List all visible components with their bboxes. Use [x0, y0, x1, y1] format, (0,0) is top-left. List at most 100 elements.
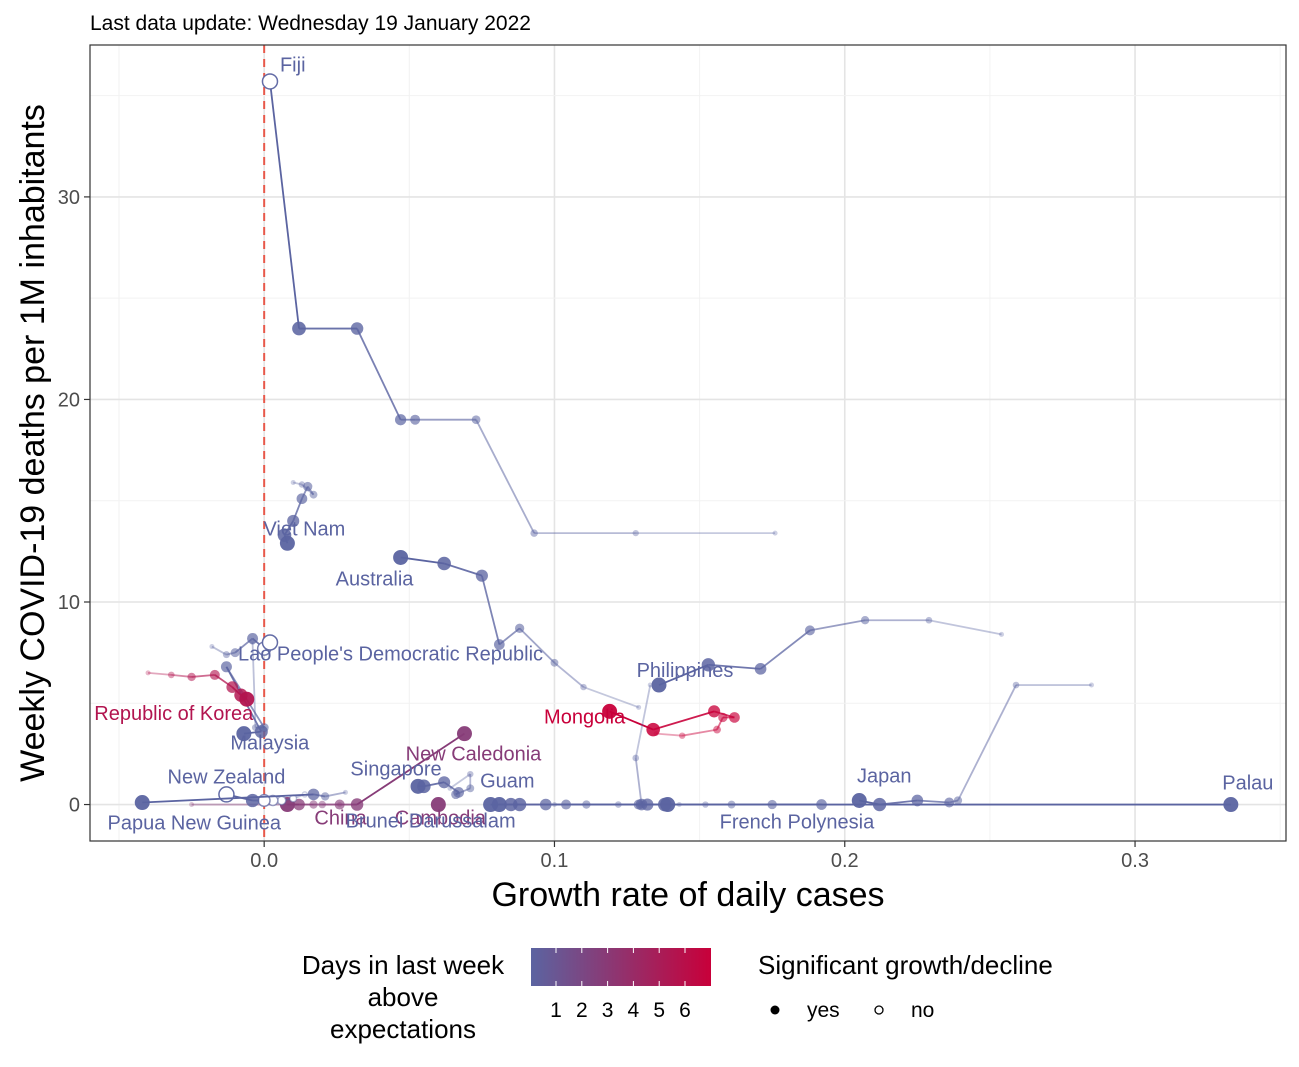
series-line-segment: [609, 710, 654, 731]
data-point: [220, 661, 232, 673]
data-point: [953, 796, 963, 805]
data-point: [851, 792, 867, 808]
data-point: [772, 530, 778, 536]
country-label: French Polynesia: [720, 812, 875, 834]
data-point: [483, 797, 499, 813]
data-point: [209, 644, 215, 650]
legend-color-title: expectations: [330, 1014, 476, 1044]
legend-color-title: Days in last week: [302, 950, 505, 980]
data-point: [350, 322, 364, 335]
data-point: [226, 681, 239, 693]
data-point: [309, 490, 318, 499]
series-line-segment: [658, 663, 709, 686]
country-label: Singapore: [350, 758, 441, 780]
y-tick-label: 10: [58, 592, 80, 614]
data-point: [636, 704, 642, 710]
legend-shape-label: yes: [807, 999, 840, 1022]
y-tick-label: 30: [58, 187, 80, 209]
legend-color-label: 2: [576, 999, 588, 1022]
data-point: [925, 616, 933, 624]
data-point: [1223, 797, 1239, 813]
country-label: Australia: [336, 568, 415, 590]
series-line-segment: [583, 686, 639, 709]
series-line-segment: [652, 710, 715, 731]
data-point: [236, 726, 252, 742]
legend-color-label: 5: [653, 999, 665, 1022]
data-point: [632, 530, 639, 537]
series-group: [602, 703, 740, 739]
data-point: [342, 789, 348, 795]
series-group: [410, 770, 475, 800]
series-line-segment: [760, 629, 811, 670]
data-point: [632, 754, 640, 762]
country-label: Malaysia: [230, 733, 310, 755]
series-group: [261, 73, 778, 537]
series-line-segment: [553, 662, 585, 688]
y-tick-label: 0: [69, 795, 80, 817]
grid-lines: [90, 45, 1286, 841]
data-point: [254, 725, 268, 739]
country-labels: Fiji Viet Nam Australia Philippines Lao Peop…: [94, 54, 1273, 834]
data-point: [261, 73, 279, 90]
series-line-segment: [928, 619, 1002, 636]
series-line-segment: [481, 575, 501, 645]
series-line-segment: [518, 627, 556, 664]
data-point: [804, 625, 815, 636]
data-point: [307, 788, 320, 801]
data-point: [467, 770, 474, 778]
series-line-segment: [634, 684, 652, 759]
x-tick-label: 0.3: [1121, 850, 1149, 872]
legend-color-bar: [531, 948, 711, 986]
data-point: [247, 632, 259, 644]
data-point: [647, 682, 653, 688]
data-point: [475, 569, 488, 582]
series-line-segment: [682, 728, 718, 737]
x-tick-label: 0.2: [831, 850, 859, 872]
data-point: [189, 802, 195, 808]
data-point: [145, 670, 151, 676]
data-point: [293, 798, 305, 811]
axes: 0.0 0.1 0.2 0.3 0 10 20 30: [58, 187, 1149, 872]
data-point: [337, 802, 343, 808]
y-tick-label: 20: [58, 389, 80, 411]
legend-color-label: 6: [679, 999, 691, 1022]
data-point: [701, 658, 715, 672]
data-point: [303, 481, 313, 492]
data-point: [350, 798, 364, 811]
series-line-segment: [142, 793, 314, 804]
data-point: [187, 672, 196, 682]
data-point: [287, 514, 300, 528]
data-point: [309, 800, 318, 809]
data-point: [713, 725, 721, 734]
series-line-segment: [211, 645, 227, 656]
data-point: [550, 658, 559, 667]
legend-hollow-circle: [874, 1005, 884, 1015]
series-group: [145, 669, 255, 707]
series-group: [430, 797, 446, 813]
series-line-segment: [269, 81, 300, 329]
series-line-segment: [708, 663, 761, 670]
data-point: [466, 784, 475, 793]
data-point: [292, 321, 306, 336]
data-point: [651, 677, 667, 693]
chart-subtitle: Last data update: Wednesday 19 January 2…: [90, 12, 531, 35]
legend-color-title: above: [368, 982, 439, 1012]
data-marks: [134, 73, 1239, 813]
data-point: [860, 616, 870, 625]
data-point: [239, 691, 255, 707]
data-point: [580, 683, 587, 691]
data-point: [453, 787, 465, 798]
series-line-segment: [356, 328, 402, 421]
data-point: [320, 792, 330, 801]
country-label: Brunei Darussalam: [346, 811, 516, 833]
data-point: [222, 651, 230, 659]
x-tick-label: 0.1: [541, 850, 569, 872]
legend-shape-title: Significant growth/decline: [758, 950, 1053, 980]
series-group: [134, 788, 348, 811]
country-label: Papua New Guinea: [108, 813, 282, 835]
data-point: [437, 556, 451, 571]
data-point: [209, 669, 220, 680]
series-group: [209, 632, 279, 659]
series-line-segment: [634, 757, 643, 805]
